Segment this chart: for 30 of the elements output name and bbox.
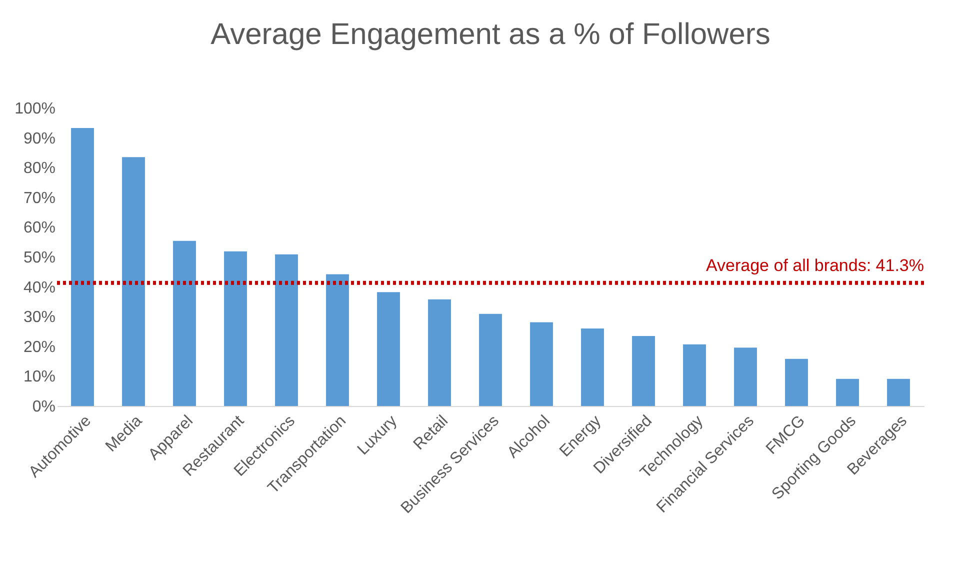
y-tick-label: 30% (23, 309, 56, 326)
y-tick-label: 80% (23, 160, 56, 178)
bar (581, 328, 604, 406)
bar (173, 240, 196, 406)
y-tick-label: 20% (23, 338, 56, 356)
y-tick-label: 10% (23, 368, 56, 386)
y-tick-label: 100% (14, 100, 56, 118)
bar (224, 251, 247, 406)
bar (785, 358, 808, 406)
bar (377, 292, 400, 406)
bar (530, 322, 553, 406)
bar (428, 299, 451, 406)
chart-title: Average Engagement as a % of Followers (210, 18, 770, 51)
bar (326, 274, 349, 406)
bar (275, 254, 298, 406)
y-tick-label: 0% (32, 398, 56, 416)
bar (632, 336, 655, 406)
y-tick-label: 70% (23, 190, 56, 207)
y-tick-label: 40% (23, 279, 56, 296)
bar (683, 344, 706, 406)
bar (479, 314, 502, 406)
ref-line-label: Average of all brands: 41.3% (706, 256, 924, 275)
bar (734, 348, 757, 406)
bar (71, 128, 94, 406)
y-tick-label: 90% (23, 130, 56, 148)
y-tick-label: 50% (23, 250, 56, 266)
bar (836, 378, 859, 406)
bar (122, 157, 145, 406)
bar (887, 378, 910, 406)
y-tick-label: 60% (23, 220, 56, 237)
